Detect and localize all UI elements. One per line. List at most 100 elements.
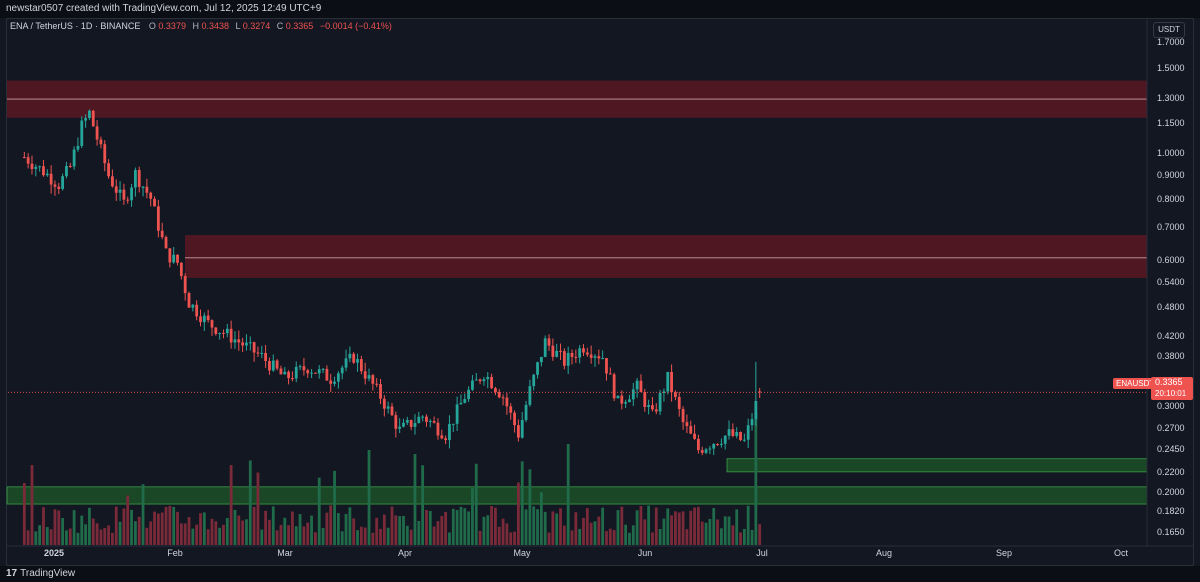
volume-bar [735,509,739,545]
candle-body [176,254,179,263]
brand-name: TradingView [20,568,76,579]
volume-bar [578,528,582,545]
candle-body [597,356,601,359]
volume-bar [45,527,49,545]
candle-body [375,383,379,385]
price-tick-label: 0.1650 [1157,527,1185,537]
symbol-legend[interactable]: ENA / TetherUS · 1D · BINANCE O 0.3379 H… [10,21,396,31]
chart-frame[interactable] [6,18,1194,566]
price-tick-label: 0.6000 [1157,255,1185,265]
candle-body [302,366,306,371]
volume-bar [375,517,379,545]
candle-body [233,339,237,343]
volume-bar [731,525,735,545]
volume-bar [455,510,459,545]
volume-bar [298,514,302,545]
volume-bar [559,508,562,545]
volume-bar [589,522,593,545]
candle-body [716,444,719,446]
candle-body [566,352,570,366]
volume-bar [413,454,417,545]
volume-bar [539,492,543,545]
candle-body [471,380,474,390]
candle-body [114,186,118,193]
volume-bar [183,523,187,545]
volume-bar [38,525,42,545]
volume-bar [746,505,750,545]
price-tick-label: 0.4800 [1157,302,1185,312]
volume-bar [344,513,348,545]
candle-body [436,422,440,436]
candle-body [107,163,110,177]
low-value: 0.3274 [242,21,271,31]
volume-bar [417,520,421,545]
volume-bar [681,511,685,545]
volume-bar [245,519,248,545]
price-tick-label: 0.2200 [1157,467,1185,477]
volume-bar [379,528,382,545]
candle-body [336,373,340,382]
candle-body [448,424,451,441]
candle-body [149,192,153,199]
volume-bar [137,516,141,545]
volume-bar [114,506,118,545]
candle-body [160,230,164,238]
volume-bar [84,524,87,545]
candle-body [42,166,45,176]
volume-bar [398,516,402,545]
candle-body [681,408,685,423]
time-tick-label: Sep [996,548,1012,558]
candle-body [505,397,509,407]
candle-body [697,438,700,451]
volume-bar [670,515,673,545]
candle-body [325,368,329,381]
volume-bar [478,530,482,545]
volume-bar [700,521,704,545]
volume-bar [218,527,222,545]
volume-bar [666,508,670,545]
volume-bar [647,505,651,545]
volume-bar [543,511,547,545]
volume-bar [302,526,306,545]
volume-bar [643,519,647,545]
volume-bar [34,531,38,545]
volume-bar [76,532,80,545]
volume-bar [72,510,76,545]
time-tick-label: Feb [167,548,183,558]
candle-body [310,372,313,374]
candle-body [601,358,605,360]
price-tick-label: 0.1820 [1157,506,1185,516]
volume-bar [758,524,762,545]
price-tick-label: 1.3000 [1157,93,1185,103]
volume-bar [501,518,505,545]
volume-bar [61,518,65,545]
volume-bar [352,518,356,545]
candle-body [30,163,34,169]
candle-body [26,157,30,164]
candle-body [409,420,413,427]
candle-body [291,378,294,380]
candle-body [528,386,532,405]
candle-body [451,423,455,425]
candle-body [559,350,562,352]
tradingview-logo[interactable]: 17 TradingView [6,568,75,580]
volume-bar [624,524,628,545]
volume-bar [723,516,727,545]
candle-body [340,367,344,374]
candle-body [394,415,398,429]
candle-body [654,409,658,412]
volume-bar [555,513,559,545]
candle-body [624,402,628,404]
candle-body [141,186,145,188]
symbol-name[interactable]: ENA / TetherUS · 1D · BINANCE [10,21,141,31]
candle-body [264,352,268,362]
volume-bar [287,525,290,545]
volume-bar [130,509,133,545]
volume-bar [742,528,746,545]
volume-bar [712,507,716,545]
currency-unit-button[interactable]: USDT [1153,22,1185,38]
volume-bar [471,488,474,545]
candle-body [574,356,578,358]
volume-bar [620,506,624,545]
